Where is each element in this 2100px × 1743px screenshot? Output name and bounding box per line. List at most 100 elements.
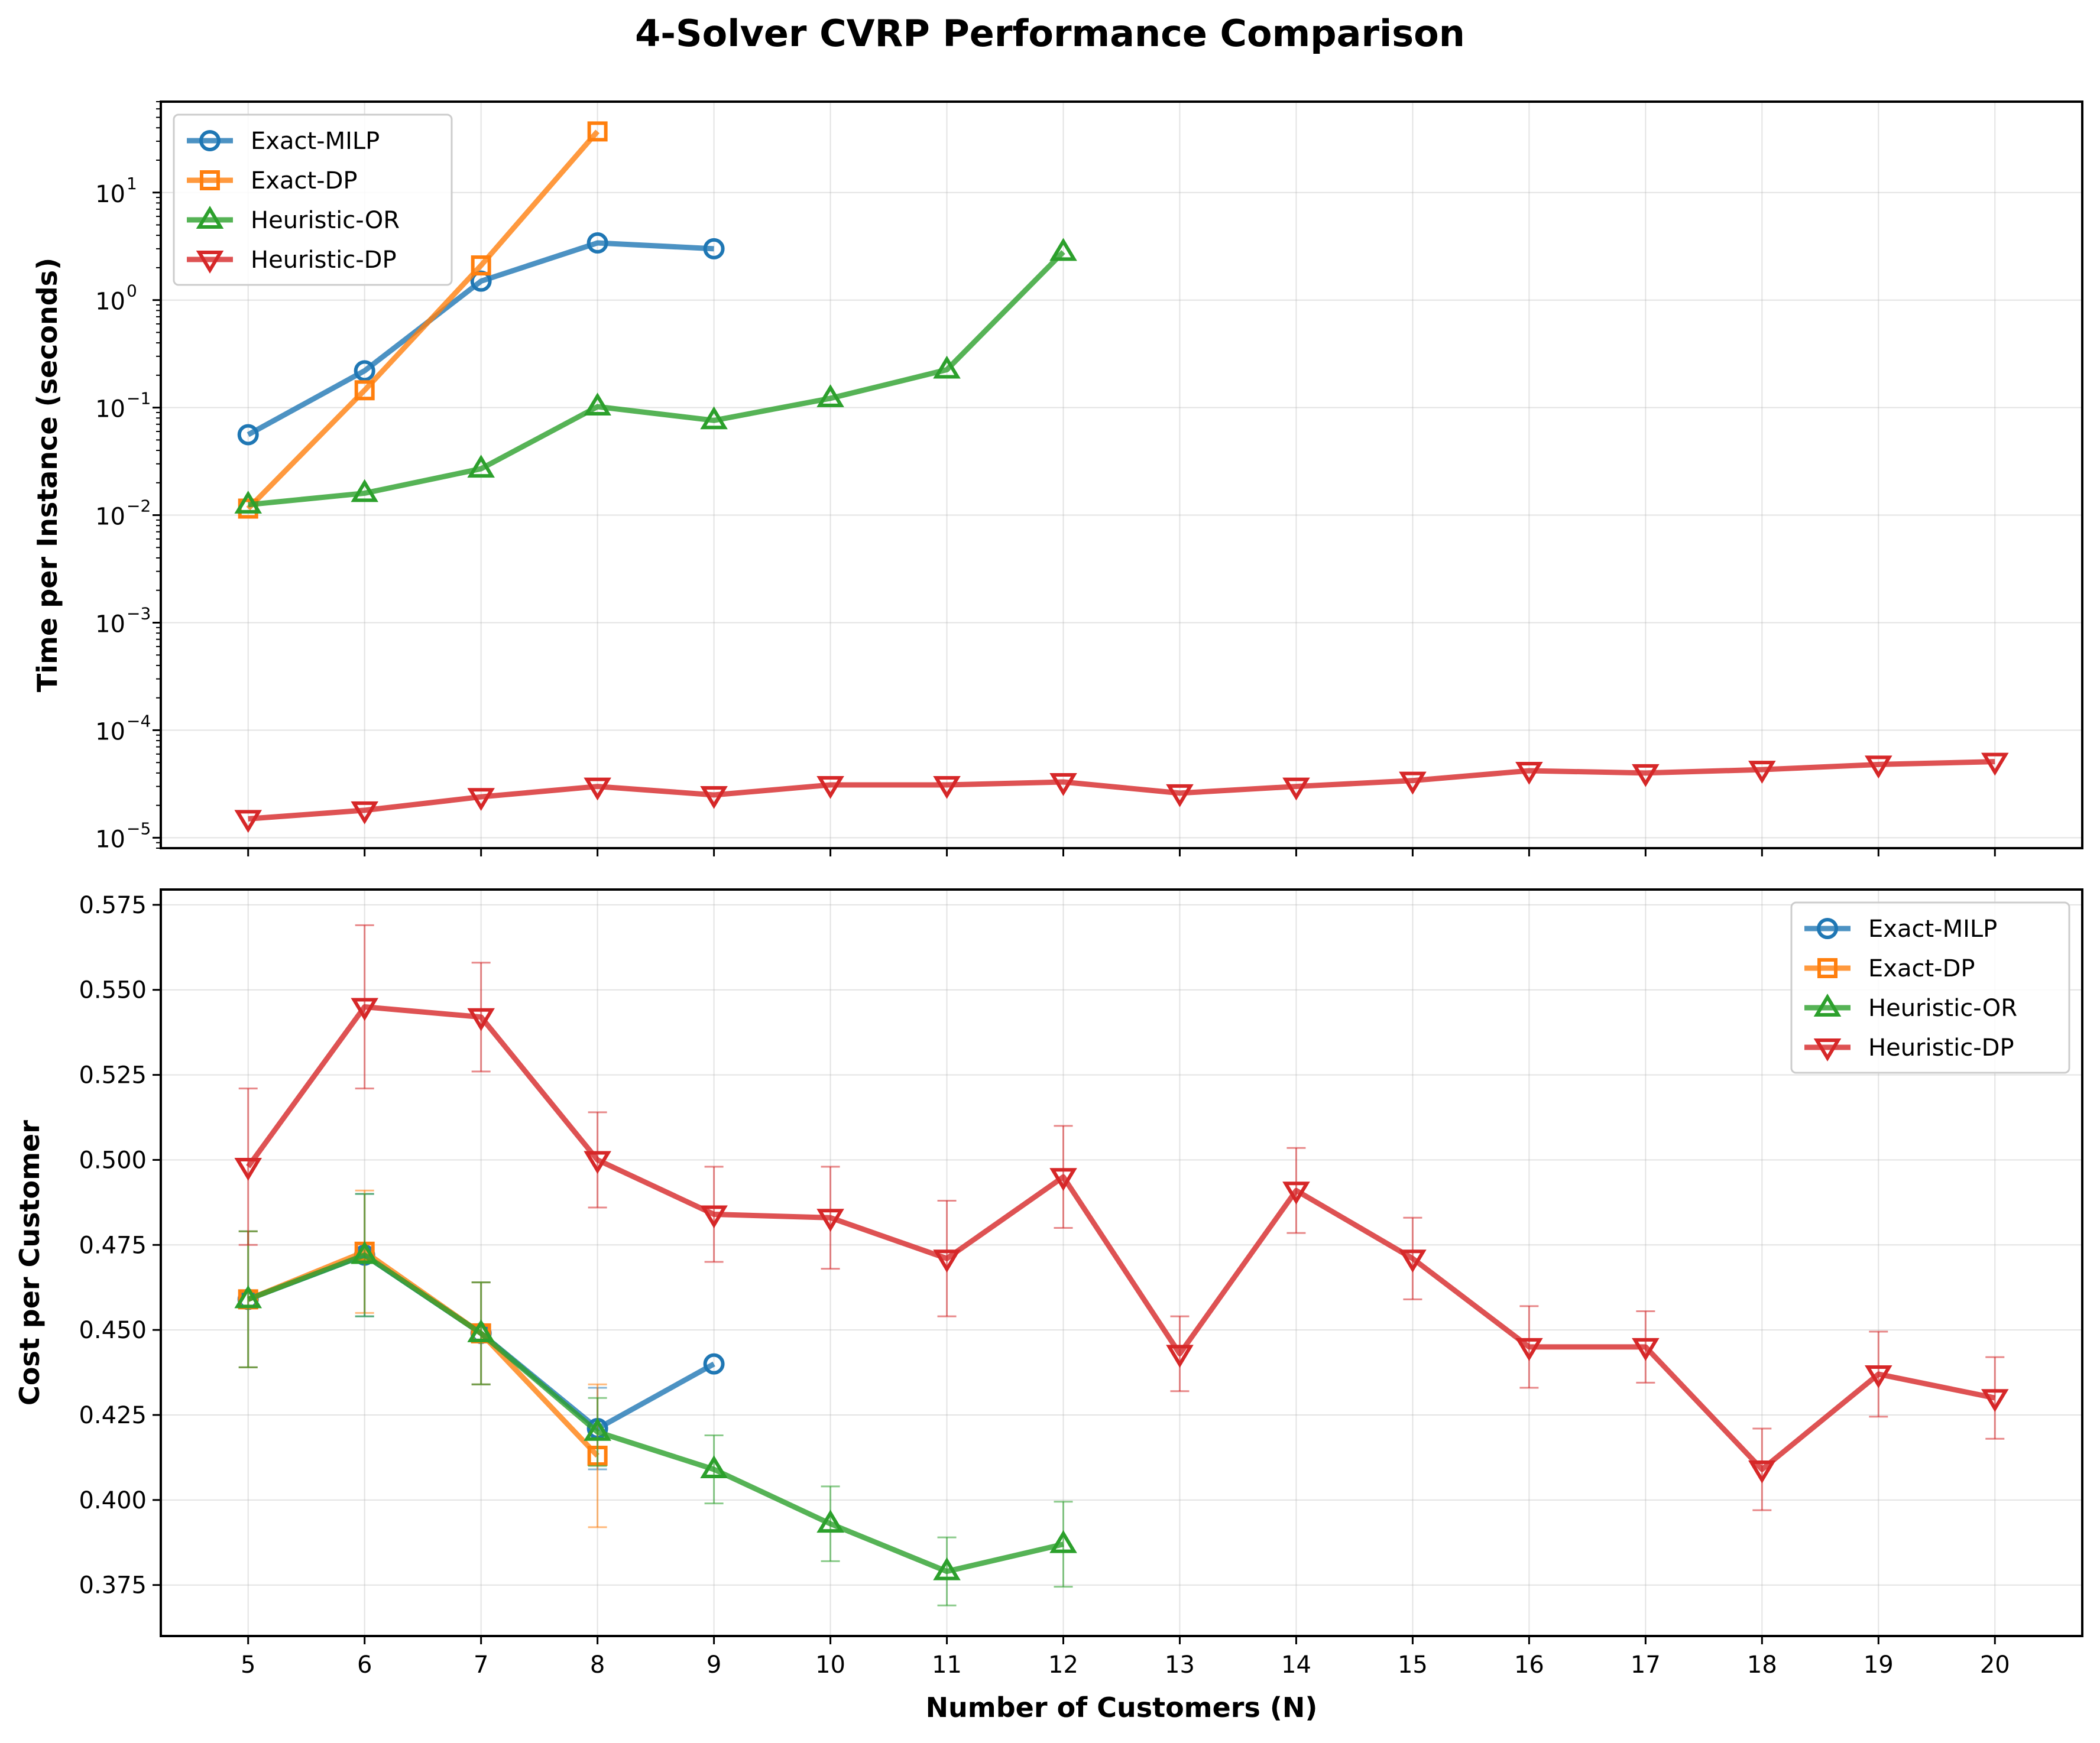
time-legend-marker-heuristic-or — [196, 206, 224, 229]
cost-legend-marker-heuristic-or — [1813, 994, 1842, 1017]
time-point-heuristic-dp — [1981, 752, 2009, 776]
cost-y-tick-label: 0.500 — [79, 1147, 147, 1174]
cost-point-heuristic-dp — [584, 1151, 611, 1174]
cost-point-heuristic-dp — [234, 1157, 262, 1181]
cost-x-tick-label: 8 — [590, 1651, 605, 1679]
cost-x-tick-label: 15 — [1398, 1651, 1428, 1679]
time-point-heuristic-or — [584, 392, 611, 416]
time-point-heuristic-or — [700, 406, 728, 430]
time-line-exact-milp — [247, 240, 714, 437]
cost-legend-marker-heuristic-dp — [1813, 1038, 1842, 1062]
time-y-tick-exponent: −4 — [127, 711, 151, 731]
cost-legend-label-exact-milp: Exact-MILP — [1868, 916, 1997, 943]
cost-point-heuristic-dp — [1399, 1249, 1427, 1273]
cost-x-tick-label: 7 — [474, 1651, 488, 1679]
time-y-tick-exponent: 0 — [127, 281, 137, 301]
time-y-tick-exponent: −1 — [127, 389, 151, 408]
cost-x-tick-label: 12 — [1048, 1651, 1078, 1679]
cost-legend-label-heuristic-dp: Heuristic-DP — [1868, 1034, 2014, 1062]
cost-legend-marker-exact-milp — [1817, 918, 1838, 939]
cost-point-heuristic-or — [234, 1285, 262, 1309]
cost-point-heuristic-dp — [1981, 1389, 2009, 1413]
time-point-heuristic-dp — [584, 777, 611, 801]
cost-x-tick-label: 20 — [1980, 1651, 2010, 1679]
cost-point-heuristic-dp — [1049, 1168, 1077, 1192]
time-point-heuristic-dp — [1632, 764, 1660, 787]
time-y-tick-label: 10 — [95, 504, 125, 531]
time-point-exact-dp — [587, 121, 608, 142]
cost-point-heuristic-or — [816, 1510, 844, 1533]
cost-legend-label-heuristic-or: Heuristic-OR — [1868, 995, 2017, 1022]
time-point-heuristic-or — [1049, 238, 1077, 261]
time-legend-label-exact-dp: Exact-DP — [251, 167, 358, 194]
time-y-tick-label: 10 — [95, 826, 125, 853]
time-point-exact-milp — [703, 238, 725, 259]
cost-point-exact-milp — [703, 1353, 725, 1375]
cost-point-heuristic-dp — [700, 1205, 728, 1229]
time-y-tick-exponent: −5 — [127, 819, 151, 838]
cost-x-tick-label: 6 — [357, 1651, 372, 1679]
time-point-heuristic-dp — [933, 775, 961, 799]
time-legend-label-heuristic-or: Heuristic-OR — [251, 207, 400, 234]
cost-y-tick-label: 0.400 — [79, 1487, 147, 1514]
cost-point-heuristic-dp — [351, 998, 378, 1021]
time-y-tick-label: 10 — [95, 288, 125, 316]
time-y-tick-label: 10 — [95, 718, 125, 745]
cost-point-heuristic-or — [351, 1241, 378, 1264]
time-legend-label-heuristic-dp: Heuristic-DP — [251, 246, 397, 274]
cost-y-tick-label: 0.550 — [79, 977, 147, 1004]
time-point-exact-dp — [471, 255, 491, 276]
time-series-heuristic-dp — [234, 752, 2009, 833]
cost-panel: 0.375 0.400 0.425 0.450 0.475 0.500 0.525 0.550… — [14, 888, 2083, 1723]
cost-point-heuristic-or — [700, 1455, 728, 1479]
time-point-heuristic-dp — [234, 810, 262, 833]
cost-x-tick-label: 19 — [1864, 1651, 1894, 1679]
cost-point-heuristic-dp — [1865, 1365, 1892, 1388]
time-point-heuristic-dp — [1399, 771, 1427, 795]
cost-x-tick-label: 14 — [1281, 1651, 1311, 1679]
time-point-heuristic-or — [351, 479, 378, 502]
time-legend-label-exact-milp: Exact-MILP — [251, 128, 380, 155]
time-y-tick-label: 10 — [95, 396, 125, 423]
cost-point-heuristic-dp — [1632, 1338, 1660, 1361]
cost-frame — [160, 888, 2083, 1637]
time-frame — [160, 100, 2083, 849]
time-line-heuristic-dp — [248, 759, 1995, 822]
time-y-tick-exponent: 1 — [127, 174, 137, 193]
cost-point-heuristic-dp — [1166, 1345, 1194, 1368]
cost-point-heuristic-or — [584, 1417, 611, 1441]
cost-legend-marker-exact-dp — [1817, 958, 1838, 978]
time-line-exact-dp — [246, 129, 600, 511]
time-point-exact-milp — [237, 424, 259, 446]
time-point-heuristic-dp — [1049, 773, 1077, 796]
time-point-heuristic-dp — [1865, 755, 1892, 779]
time-y-tick-exponent: −2 — [127, 496, 151, 516]
time-point-exact-dp — [354, 380, 375, 401]
time-point-heuristic-dp — [1282, 777, 1310, 801]
time-point-heuristic-dp — [816, 775, 844, 799]
cost-series-heuristic-or — [234, 1193, 1077, 1606]
time-point-exact-milp — [354, 360, 375, 382]
cost-point-heuristic-dp — [1515, 1338, 1543, 1361]
cost-point-heuristic-dp — [1748, 1460, 1776, 1484]
cost-y-tick-label: 0.525 — [79, 1062, 147, 1089]
time-legend-marker-exact-milp — [199, 130, 221, 151]
cost-x-tick-label: 5 — [241, 1651, 255, 1679]
cost-y-tick-label: 0.575 — [79, 892, 147, 919]
cost-y-tick-label: 0.375 — [79, 1572, 147, 1599]
x-axis-label: Number of Customers (N) — [926, 1692, 1318, 1723]
time-y-axis-label: Time per Instance (seconds) — [31, 258, 63, 692]
cost-legend-label-exact-dp: Exact-DP — [1868, 955, 1975, 982]
time-point-heuristic-dp — [1515, 761, 1543, 785]
time-point-heuristic-or — [816, 384, 844, 407]
cost-x-tick-label: 13 — [1165, 1651, 1195, 1679]
time-point-heuristic-dp — [467, 788, 495, 812]
cost-x-tick-label: 17 — [1631, 1651, 1661, 1679]
time-point-heuristic-dp — [1748, 761, 1776, 784]
cost-y-tick-label: 0.450 — [79, 1317, 147, 1344]
cost-point-heuristic-or — [933, 1557, 961, 1580]
time-point-exact-milp — [586, 232, 608, 254]
